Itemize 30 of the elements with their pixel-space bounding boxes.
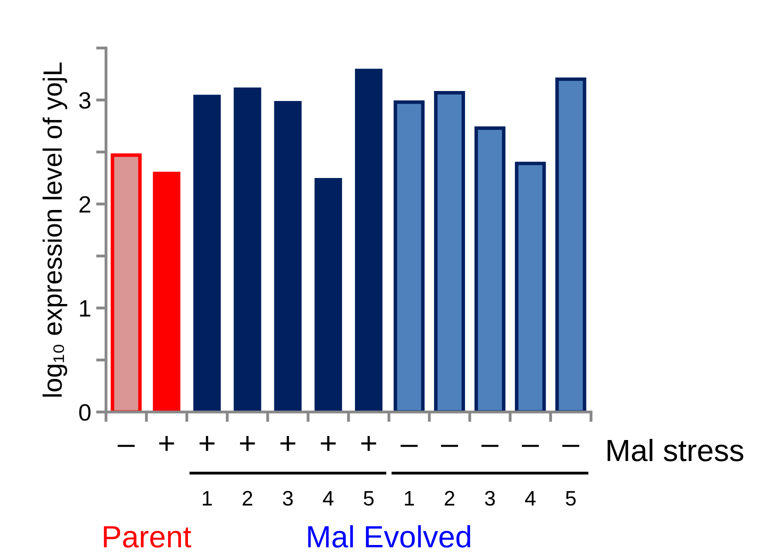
x-tick-label: + [320,436,336,451]
x-tick-label: – [481,444,498,447]
y-axis-title: log₁₀ expression level of yojL [42,62,68,397]
text: Parent [104,526,192,548]
x-tick-label: – [562,444,580,447]
x-tick-label: – [441,444,458,447]
x-tick-label: – [522,444,539,447]
x-tick-label: – [118,444,135,447]
x-tick-label: + [240,436,255,451]
text: 1 [202,491,212,506]
y-tick-label: 3 [79,92,90,109]
x-tick-label: + [280,436,296,451]
text: 1 [404,491,414,506]
text: Mal Evolved [308,525,470,548]
x-tick-label: + [200,436,214,451]
y-tick-label: 2 [79,196,90,213]
text: Mal stress [608,438,744,462]
text: 5 [566,491,576,506]
y-tick-label: 1 [80,300,90,317]
text: 3 [282,490,293,506]
text: 3 [484,490,495,506]
text: 4 [525,491,536,506]
y-tick-label: 0 [79,404,90,421]
text: 2 [444,490,454,506]
x-tick-label: – [400,444,418,447]
text: 5 [364,491,374,506]
x-tick-label: + [159,436,174,451]
x-tick-label: + [361,436,376,451]
text: 4 [322,491,334,506]
text: 2 [242,490,252,506]
